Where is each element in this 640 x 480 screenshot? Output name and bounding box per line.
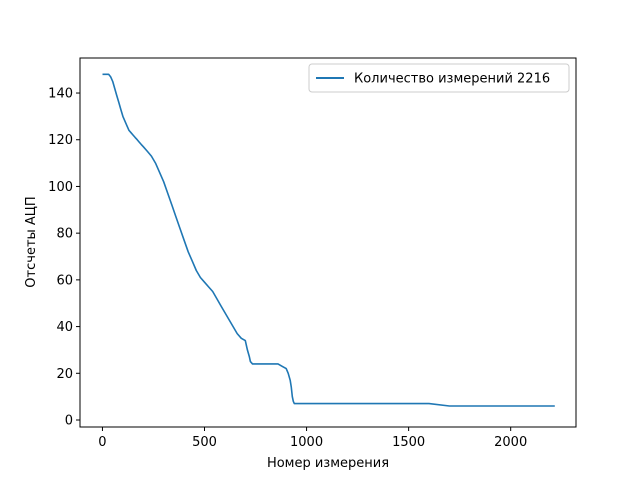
y-tick-label: 20 <box>56 367 73 382</box>
y-tick-label: 120 <box>48 133 73 148</box>
y-tick-label: 60 <box>56 273 73 288</box>
y-axis-ticks: 0 20 40 60 80 100 120 140 <box>48 87 80 428</box>
series-line-0 <box>102 73 555 407</box>
x-axis-label: Номер измерения <box>267 456 389 471</box>
x-axis-ticks: 0 500 1000 1500 2000 <box>98 427 527 450</box>
x-tick-label: 2000 <box>494 435 527 450</box>
y-axis-label: Отсчеты АЦП <box>24 196 39 287</box>
x-tick-label: 0 <box>98 435 106 450</box>
y-tick-label: 100 <box>48 180 73 195</box>
x-tick-label: 1000 <box>290 435 323 450</box>
y-tick-label: 80 <box>56 227 73 242</box>
y-tick-label: 0 <box>65 413 73 428</box>
y-tick-label: 140 <box>48 87 73 102</box>
legend-label: Количество измерений 2216 <box>354 72 550 87</box>
legend: Количество измерений 2216 <box>308 63 570 93</box>
series-layer <box>102 73 555 407</box>
legend-box <box>308 63 570 93</box>
x-tick-label: 500 <box>192 435 217 450</box>
x-tick-label: 1500 <box>392 435 425 450</box>
y-tick-label: 40 <box>56 320 73 335</box>
plot-frame <box>79 57 577 428</box>
